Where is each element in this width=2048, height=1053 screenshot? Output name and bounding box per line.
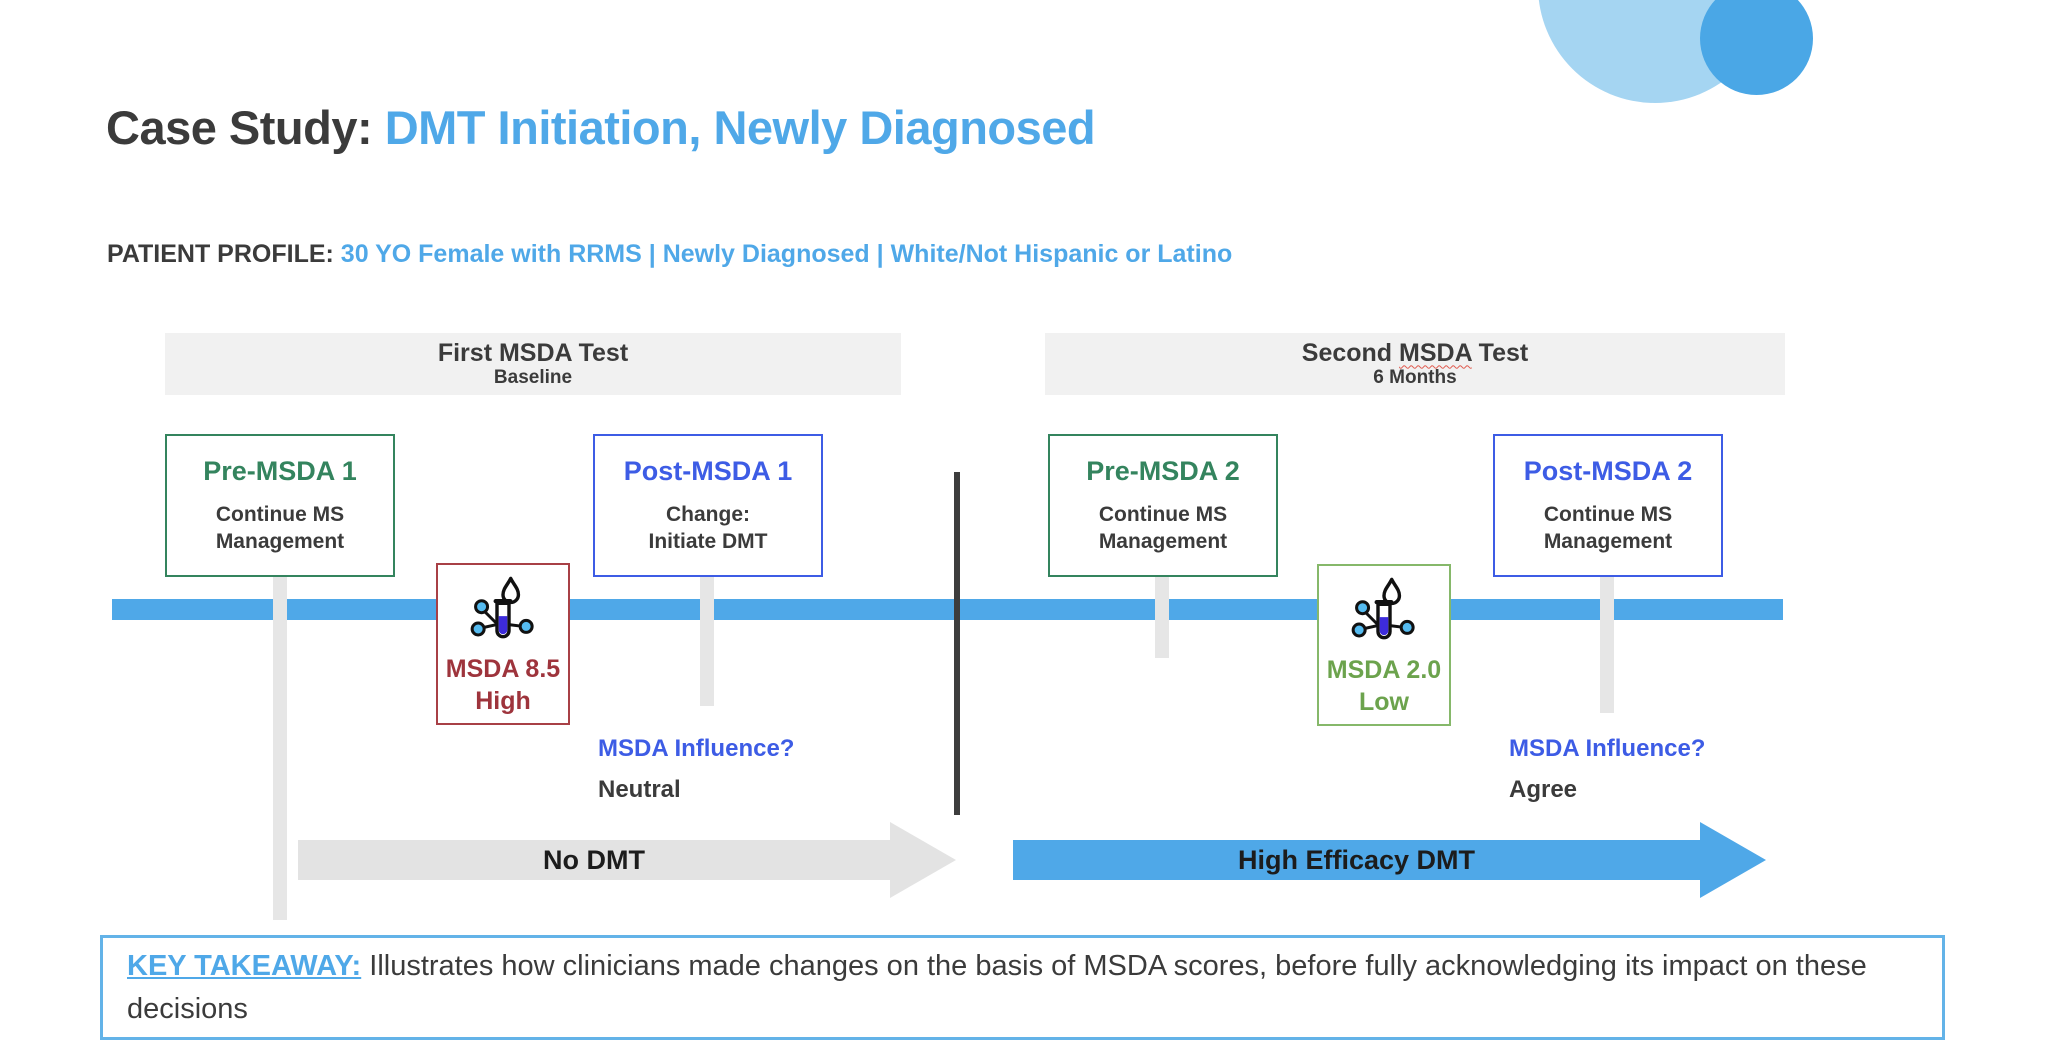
arrow-label: High Efficacy DMT [1237, 844, 1476, 875]
msda-score-value: MSDA 2.0 [1326, 656, 1442, 684]
test-tube-icon [470, 575, 536, 652]
msda-score-level: Low [1359, 688, 1409, 716]
section-header-title: Second MSDA Test [1302, 339, 1528, 368]
msda-influence-2: MSDA Influence? Agree [1509, 735, 1829, 804]
timeline-connector-pre-msda-1 [273, 577, 287, 920]
section-header-title-part-misspell: MSDA [1399, 338, 1472, 367]
key-takeaway-label: KEY TAKEAWAY: [127, 950, 362, 983]
pre-msda-2-card: Pre-MSDA 2 Continue MS Management [1048, 434, 1278, 577]
card-title: Post-MSDA 1 [623, 455, 793, 486]
no-dmt-arrow: No DMT [298, 840, 890, 880]
section-header-title-part: Second [1301, 338, 1400, 367]
high-efficacy-dmt-arrow-head [1700, 822, 1766, 898]
page-title-highlight: DMT Initiation, Newly Diagnosed [384, 101, 1096, 154]
section-header-subtitle: 6 Months [1373, 367, 1457, 389]
timeline-connector-post-msda-2 [1600, 577, 1614, 713]
card-title: Pre-MSDA 2 [1086, 455, 1240, 486]
influence-answer: Agree [1509, 776, 1578, 803]
card-body: Continue MS Management [1098, 502, 1228, 553]
card-body: Change: Initiate DMT [648, 502, 768, 553]
msda-score-card-1: MSDA 8.5 High [436, 563, 570, 725]
card-title: Pre-MSDA 1 [203, 455, 357, 486]
msda-influence-1: MSDA Influence? Neutral [598, 735, 918, 804]
msda-score-card-2: MSDA 2.0 Low [1317, 564, 1451, 726]
page-title: Case Study: DMT Initiation, Newly Diagno… [106, 100, 1096, 155]
arrow-label: No DMT [543, 844, 645, 875]
section-header-title-part: Test [1471, 338, 1529, 367]
key-takeaway-text: KEY TAKEAWAY: Illustrates how clinicians… [127, 945, 1917, 1029]
influence-question: MSDA Influence? [1509, 735, 1706, 762]
influence-question: MSDA Influence? [598, 735, 795, 762]
timeline-bar [112, 599, 1783, 620]
no-dmt-arrow-head [890, 822, 956, 898]
key-takeaway-box: KEY TAKEAWAY: Illustrates how clinicians… [100, 935, 1945, 1040]
section-header-second-msda-test: Second MSDA Test 6 Months [1045, 333, 1785, 395]
timeline-section-divider [954, 472, 960, 815]
high-efficacy-dmt-arrow: High Efficacy DMT [1013, 840, 1700, 880]
test-tube-icon [1351, 576, 1417, 653]
pre-msda-1-card: Pre-MSDA 1 Continue MS Management [165, 434, 395, 577]
card-title: Post-MSDA 2 [1523, 455, 1693, 486]
card-body: Continue MS Management [1543, 502, 1673, 553]
msda-score-level: High [475, 687, 531, 715]
post-msda-2-card: Post-MSDA 2 Continue MS Management [1493, 434, 1723, 577]
section-header-title: First MSDA Test [437, 338, 629, 367]
msda-score-value: MSDA 8.5 [445, 655, 561, 683]
patient-profile: PATIENT PROFILE: 30 YO Female with RRMS … [107, 240, 1232, 269]
influence-answer: Neutral [598, 776, 681, 803]
patient-profile-value: 30 YO Female with RRMS | Newly Diagnosed… [340, 240, 1233, 268]
timeline-connector-post-msda-1 [700, 577, 714, 706]
key-takeaway-body: Illustrates how clinicians made changes … [127, 950, 1867, 1025]
patient-profile-label: PATIENT PROFILE: [107, 240, 341, 268]
timeline-connector-pre-msda-2 [1155, 577, 1169, 658]
page-title-prefix: Case Study: [106, 101, 385, 154]
post-msda-1-card: Post-MSDA 1 Change: Initiate DMT [593, 434, 823, 577]
section-header-first-msda-test: First MSDA Test Baseline [165, 333, 901, 395]
card-body: Continue MS Management [215, 502, 345, 553]
section-header-subtitle: Baseline [493, 367, 573, 389]
decorative-circle-dark [1700, 0, 1813, 95]
